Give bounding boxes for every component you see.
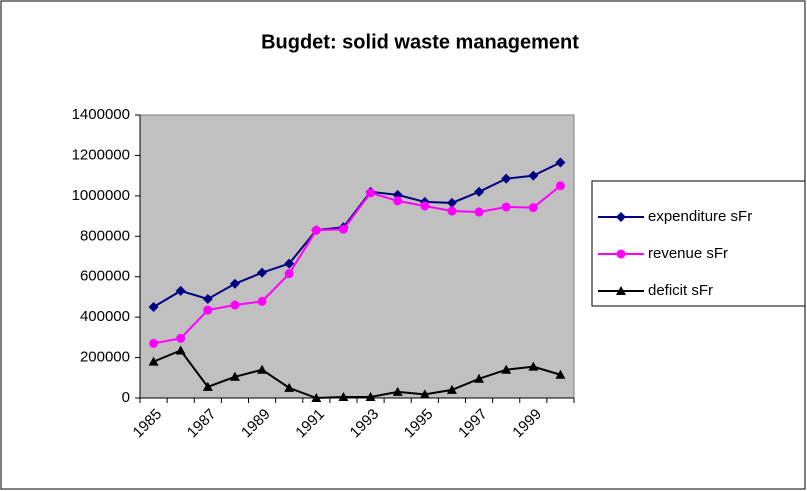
legend-label: deficit sFr xyxy=(648,282,713,299)
y-tick-label: 1000000 xyxy=(72,187,130,204)
data-point xyxy=(202,381,213,391)
y-tick-label: 400000 xyxy=(80,308,130,325)
data-point xyxy=(366,188,376,198)
data-point xyxy=(229,371,240,381)
data-point xyxy=(447,206,457,216)
data-point xyxy=(555,369,566,379)
y-tick-label: 200000 xyxy=(80,349,130,366)
y-tick-label: 1400000 xyxy=(72,106,130,123)
series-line xyxy=(153,349,561,400)
data-point xyxy=(501,173,512,184)
data-point xyxy=(474,373,485,383)
data-point xyxy=(338,391,349,401)
data-point xyxy=(501,364,512,374)
data-point xyxy=(365,391,376,401)
legend-marker xyxy=(616,249,626,259)
y-tick-label: 600000 xyxy=(80,268,130,285)
plot-area xyxy=(139,114,575,399)
y-tick-label: 800000 xyxy=(80,227,130,244)
data-point xyxy=(257,296,267,306)
data-point xyxy=(203,305,213,315)
data-point xyxy=(149,338,159,348)
y-tick-label: 0 xyxy=(122,389,130,406)
data-point xyxy=(148,302,159,313)
data-point xyxy=(528,361,539,371)
data-point xyxy=(446,197,457,208)
data-point xyxy=(311,225,321,235)
data-point xyxy=(528,203,538,213)
legend-box xyxy=(591,180,806,307)
data-point xyxy=(229,278,240,289)
data-point xyxy=(393,196,403,206)
legend-label: expenditure sFr xyxy=(648,208,752,225)
data-point xyxy=(148,356,159,366)
data-point xyxy=(284,382,295,392)
data-point xyxy=(528,170,539,181)
data-point xyxy=(230,300,240,310)
data-point xyxy=(338,224,348,234)
data-point xyxy=(392,386,403,396)
data-point xyxy=(501,202,511,212)
legend-marker xyxy=(616,212,626,222)
data-point xyxy=(474,207,484,217)
data-point xyxy=(284,269,294,279)
data-point xyxy=(176,333,186,343)
series-line xyxy=(153,184,562,345)
data-point xyxy=(311,393,322,402)
data-point xyxy=(202,293,213,304)
data-point xyxy=(420,201,430,211)
legend-label: revenue sFr xyxy=(648,245,728,262)
data-point xyxy=(284,258,295,269)
data-point xyxy=(257,267,268,278)
data-point xyxy=(175,345,186,355)
data-point xyxy=(175,285,186,296)
data-point xyxy=(555,157,566,168)
y-tick-label: 1200000 xyxy=(72,146,130,163)
legend-marker xyxy=(616,286,626,295)
chart-title: Bugdet: solid waste management xyxy=(261,31,579,53)
data-point xyxy=(555,181,565,191)
data-point xyxy=(257,364,268,374)
data-point xyxy=(446,384,457,394)
data-point xyxy=(474,186,485,197)
data-point xyxy=(419,389,430,399)
